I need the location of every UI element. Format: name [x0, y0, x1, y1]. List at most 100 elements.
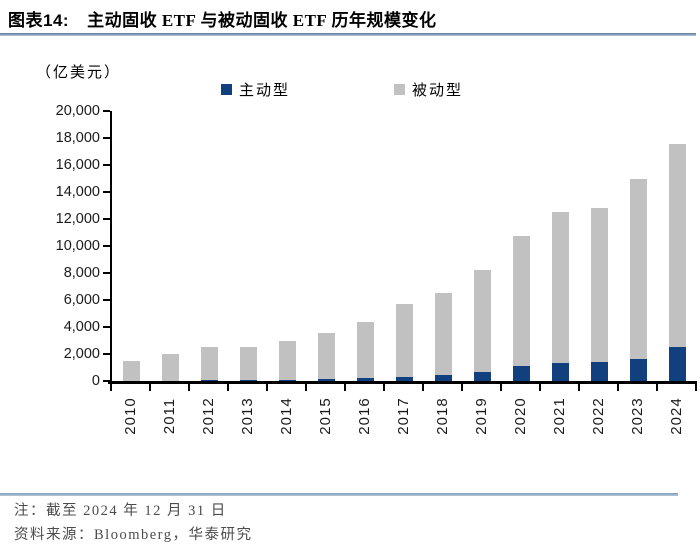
bar-segment-passive: [396, 304, 413, 377]
y-axis-tick-label: 10,000: [55, 238, 100, 254]
bar-2020: [513, 111, 530, 381]
legend-swatch-passive-icon: [394, 84, 406, 95]
x-axis-tick: [656, 384, 658, 391]
legend-item-passive: 被动型: [394, 79, 463, 100]
y-axis-tick-label: 4,000: [63, 319, 100, 335]
bar-2015: [318, 111, 335, 381]
figure-header: 图表14: 主动固收 ETF 与被动固收 ETF 历年规模变化: [8, 6, 696, 31]
y-axis-tick-label: 18,000: [55, 130, 100, 146]
legend-label-active: 主动型: [239, 83, 291, 99]
bar-2023: [630, 111, 647, 381]
y-axis-tick-label: 6,000: [63, 292, 100, 308]
y-axis-tick-label: 2,000: [63, 346, 100, 362]
bar-segment-active: [201, 380, 218, 381]
y-axis-tick-label: 0: [91, 373, 100, 389]
bar-segment-active: [591, 362, 608, 381]
y-axis-tick: [103, 137, 110, 139]
x-axis-tick: [383, 384, 385, 391]
y-axis-tick: [103, 110, 110, 112]
bar-2011: [162, 111, 179, 381]
bar-segment-passive: [552, 212, 569, 363]
x-axis-tick: [149, 384, 151, 391]
x-axis-tick: [695, 384, 697, 391]
y-axis-tick-label: 14,000: [55, 184, 100, 200]
bar-segment-passive: [279, 340, 296, 381]
bar-segment-active: [474, 371, 491, 381]
bar-segment-passive: [201, 347, 218, 381]
bar-segment-passive: [318, 333, 335, 379]
x-axis-tick: [188, 384, 190, 391]
bar-2024: [669, 111, 686, 381]
y-axis-tick: [103, 245, 110, 247]
x-axis-tick: [617, 384, 619, 391]
bar-2013: [240, 111, 257, 381]
bar-segment-active: [396, 376, 413, 381]
bar-segment-passive: [162, 354, 179, 381]
bar-segment-passive: [474, 269, 491, 372]
bar-segment-passive: [357, 321, 374, 379]
bar-segment-active: [669, 347, 686, 381]
bar-segment-passive: [435, 292, 452, 375]
bar-2012: [201, 111, 218, 381]
y-axis-tick: [103, 164, 110, 166]
x-axis-tick: [461, 384, 463, 391]
bar-segment-passive: [669, 144, 686, 348]
bar-2021: [552, 111, 569, 381]
figure-title: 主动固收 ETF 与被动固收 ETF 历年规模变化: [87, 11, 437, 30]
bar-2016: [357, 111, 374, 381]
y-axis-tick: [103, 380, 110, 382]
bar-segment-passive: [630, 178, 647, 359]
y-axis-tick-label: 12,000: [55, 211, 100, 227]
footer-divider: [0, 493, 678, 496]
y-axis-tick: [103, 272, 110, 274]
bar-segment-active: [279, 380, 296, 381]
legend-label-passive: 被动型: [412, 83, 464, 99]
y-axis-tick-label: 20,000: [55, 103, 100, 119]
bar-segment-passive: [240, 346, 257, 381]
x-axis-tick: [305, 384, 307, 391]
x-axis-line: [108, 381, 697, 384]
footer-source: 资料来源：Bloomberg，华泰研究: [14, 527, 253, 543]
y-axis-tick: [103, 191, 110, 193]
bar-2019: [474, 111, 491, 381]
y-axis-tick-label: 8,000: [63, 265, 100, 281]
x-axis-tick: [578, 384, 580, 391]
plot-area: [110, 111, 697, 381]
x-axis-tick: [266, 384, 268, 391]
x-axis-tick: [422, 384, 424, 391]
y-axis-tick-label: 16,000: [55, 157, 100, 173]
y-axis-tick: [103, 326, 110, 328]
bar-segment-active: [240, 380, 257, 381]
legend-item-active: 主动型: [221, 79, 290, 100]
bar-2014: [279, 111, 296, 381]
x-axis-tick-label: 2024: [667, 397, 684, 435]
axis-unit-label: （亿美元）: [36, 65, 122, 81]
x-axis-tick: [500, 384, 502, 391]
x-axis-tick: [110, 384, 112, 391]
chart-legend: 主动型 被动型: [221, 79, 463, 100]
title-divider: [0, 33, 696, 36]
bar-segment-active: [435, 374, 452, 381]
bar-2022: [591, 111, 608, 381]
footer-note: 注：截至 2024 年 12 月 31 日: [14, 503, 227, 519]
legend-swatch-active-icon: [221, 84, 232, 95]
bar-2017: [396, 111, 413, 381]
y-axis-tick: [103, 218, 110, 220]
bar-2018: [435, 111, 452, 381]
y-axis-tick: [103, 353, 110, 355]
bar-segment-passive: [123, 360, 140, 381]
bar-2010: [123, 111, 140, 381]
y-axis-tick: [103, 299, 110, 301]
bar-segment-passive: [591, 207, 608, 363]
bar-segment-active: [552, 362, 569, 381]
bar-segment-active: [630, 358, 647, 381]
x-axis-tick: [539, 384, 541, 391]
figure-number-label: 图表14:: [8, 11, 70, 30]
bar-segment-passive: [513, 235, 530, 367]
bar-segment-active: [318, 378, 335, 381]
bar-segment-active: [357, 378, 374, 381]
x-axis-tick: [344, 384, 346, 391]
bar-segment-active: [513, 366, 530, 381]
x-axis-tick: [227, 384, 229, 391]
